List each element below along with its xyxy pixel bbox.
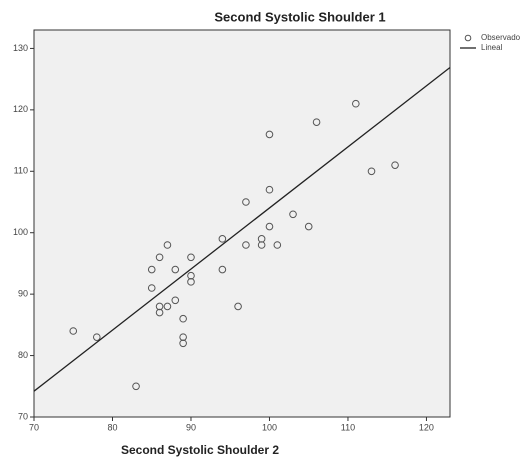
point	[352, 99, 360, 108]
y-tick-label: 100	[13, 227, 28, 237]
chart-title: Second Systolic Shoulder 1	[214, 9, 385, 24]
point	[92, 333, 101, 341]
y-tick-label: 120	[13, 104, 28, 114]
fit-line	[33, 66, 451, 392]
y-tick-label: 130	[13, 43, 28, 53]
y-tick-label: 110	[14, 166, 28, 176]
point	[147, 265, 156, 274]
point	[163, 241, 172, 249]
plot-area	[33, 29, 451, 418]
point	[132, 382, 140, 391]
legend-label: Lineal	[481, 43, 503, 52]
point	[171, 296, 180, 305]
point	[179, 339, 187, 348]
point	[187, 253, 195, 262]
point	[155, 253, 164, 262]
point	[242, 241, 250, 249]
point	[265, 185, 274, 194]
x-tick-label: 100	[262, 422, 277, 432]
point	[289, 210, 297, 219]
legend-symbol	[464, 34, 472, 42]
point	[187, 278, 195, 286]
point	[171, 265, 180, 274]
point	[218, 235, 227, 243]
point	[257, 241, 266, 249]
point	[155, 308, 164, 317]
x-tick-label: 120	[419, 422, 434, 432]
point	[312, 118, 321, 126]
point	[179, 314, 187, 323]
point	[242, 198, 250, 206]
y-tick-label: 90	[18, 289, 28, 299]
legend-label: Observado	[481, 33, 521, 42]
point	[265, 130, 274, 139]
point	[367, 167, 376, 176]
x-tick-label: 90	[186, 422, 196, 432]
y-tick-label: 80	[18, 350, 28, 360]
point	[69, 327, 78, 335]
y-tick-label: 70	[18, 411, 28, 421]
x-axis-label: Second Systolic Shoulder 2	[121, 443, 279, 457]
point	[304, 222, 313, 231]
point	[265, 222, 274, 231]
x-tick-label: 70	[29, 422, 39, 432]
point	[218, 265, 227, 274]
x-tick-label: 80	[107, 422, 117, 432]
point	[391, 161, 399, 169]
x-tick-label: 110	[341, 422, 355, 432]
point	[163, 302, 172, 311]
point	[147, 284, 156, 292]
point	[234, 302, 242, 311]
point	[273, 241, 282, 249]
